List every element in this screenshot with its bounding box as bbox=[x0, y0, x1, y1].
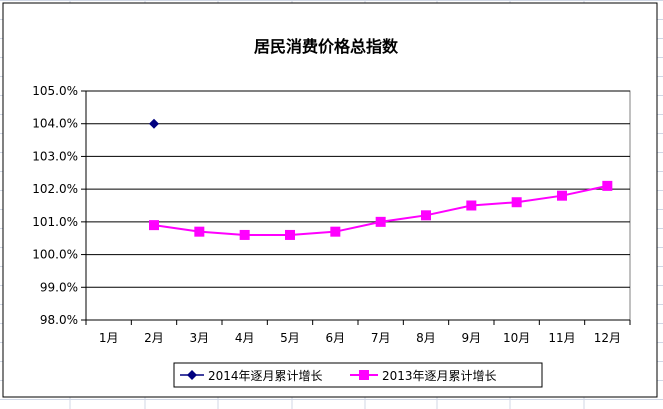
data-point-square bbox=[239, 229, 250, 240]
plot-area bbox=[85, 90, 631, 321]
y-tick-label: 101.0% bbox=[32, 215, 78, 229]
data-point-square bbox=[194, 226, 205, 237]
y-tick-label: 100.0% bbox=[32, 248, 78, 262]
data-point-square bbox=[375, 216, 386, 227]
legend-box bbox=[173, 362, 543, 388]
legend-label-2014: 2014年逐月累计增长 bbox=[208, 369, 323, 383]
x-tick-label: 2月 bbox=[144, 331, 164, 345]
y-tick-label: 104.0% bbox=[32, 117, 78, 131]
x-tick-label: 12月 bbox=[594, 331, 621, 345]
x-tick-label: 7月 bbox=[371, 331, 391, 345]
x-tick-labels: 1月 2月 3月 4月 5月 6月 7月 8月 9月 10月 11月 12月 bbox=[99, 331, 621, 345]
x-tick-label: 10月 bbox=[503, 331, 530, 345]
y-tick-label: 98.0% bbox=[40, 313, 78, 327]
y-tick-labels: 98.0% 99.0% 100.0% 101.0% 102.0% 103.0% 104.0%… bbox=[32, 84, 78, 327]
chart-title: 居民消费价格总指数 bbox=[254, 37, 399, 56]
data-point-square bbox=[466, 200, 477, 211]
legend-marker-2014 bbox=[187, 370, 197, 380]
y-tick-label: 102.0% bbox=[32, 182, 78, 196]
axes bbox=[81, 90, 631, 325]
data-point-square bbox=[421, 210, 431, 221]
x-tick-label: 4月 bbox=[235, 331, 255, 345]
y-tick-label: 105.0% bbox=[32, 84, 78, 98]
x-tick-label: 9月 bbox=[462, 331, 482, 345]
series-layer bbox=[149, 118, 613, 240]
data-point-diamond bbox=[149, 118, 159, 129]
data-point-square bbox=[149, 220, 159, 231]
x-tick-label: 3月 bbox=[190, 331, 210, 345]
data-point-square bbox=[511, 197, 522, 208]
y-tick-label: 99.0% bbox=[40, 280, 78, 294]
x-tick-label: 8月 bbox=[416, 331, 436, 345]
legend-marker-2013 bbox=[359, 370, 369, 380]
data-point-square bbox=[285, 229, 295, 240]
x-tick-label: 6月 bbox=[326, 331, 346, 345]
x-tick-label: 1月 bbox=[99, 331, 119, 345]
data-point-square bbox=[557, 190, 567, 201]
y-tick-label: 103.0% bbox=[32, 149, 78, 163]
x-tick-label: 11月 bbox=[548, 331, 575, 345]
data-point-square bbox=[330, 226, 341, 237]
legend-label-2013: 2013年逐月累计增长 bbox=[382, 369, 497, 383]
legend: 2014年逐月累计增长 2013年逐月累计增长 bbox=[173, 362, 543, 388]
horizontal-gridlines bbox=[86, 90, 630, 288]
x-tick-label: 5月 bbox=[280, 331, 300, 345]
data-point-square bbox=[602, 180, 613, 191]
